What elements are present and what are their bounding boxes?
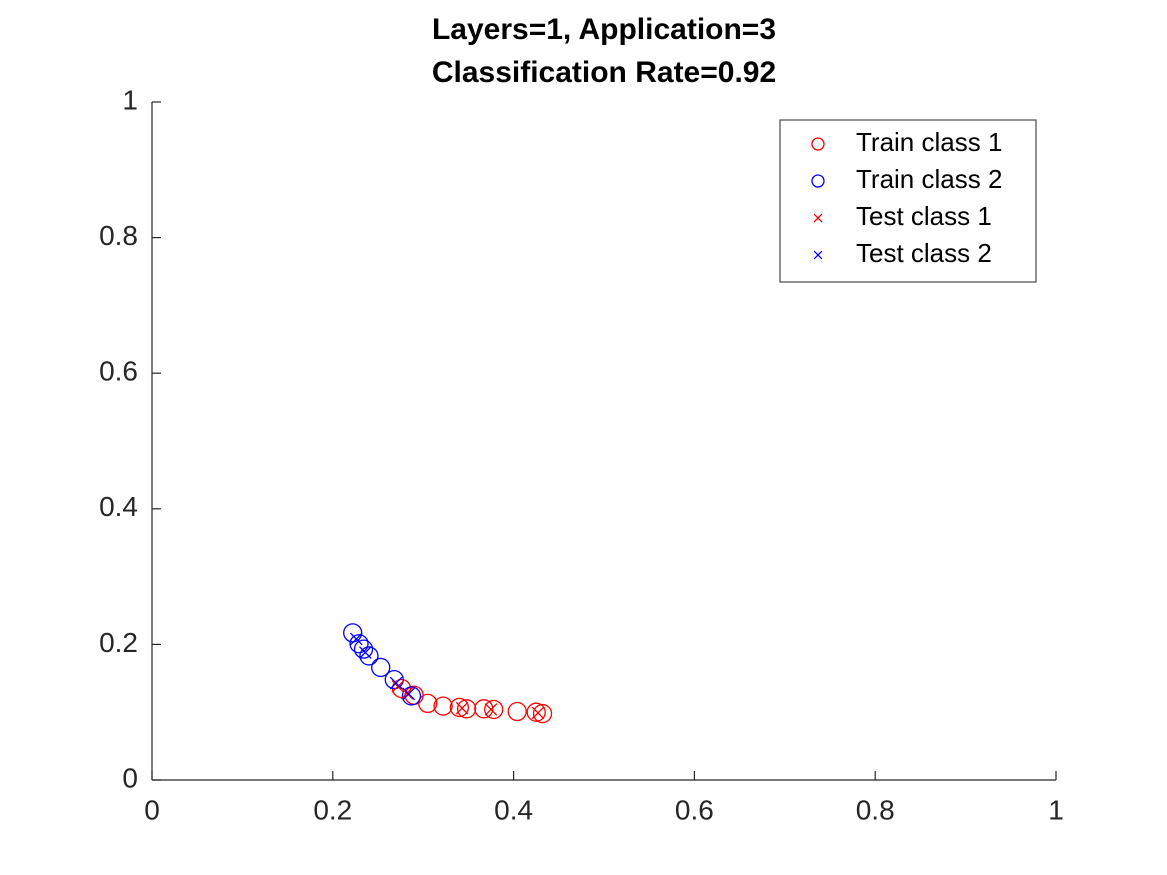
- point: [401, 686, 422, 706]
- y-tick-label: 0: [122, 762, 138, 793]
- y-tick-label: 0.2: [99, 627, 138, 658]
- x-tick-label: 0.2: [313, 794, 352, 825]
- point: [400, 686, 414, 700]
- point: [384, 670, 404, 690]
- point: [484, 699, 504, 720]
- chart-title: Layers=1, Application=3: [432, 13, 776, 46]
- legend-marker: [813, 250, 823, 260]
- x-tick-label: 0.4: [494, 794, 533, 825]
- point: [532, 703, 553, 724]
- legend-marker: [811, 174, 825, 188]
- point: [418, 693, 438, 714]
- x-tick-label: 1: [1048, 794, 1064, 825]
- point: [474, 699, 494, 719]
- legend-label: Train class 2: [856, 164, 1002, 194]
- point: [433, 696, 453, 716]
- point: [402, 687, 416, 701]
- point: [343, 623, 363, 643]
- point: [359, 646, 379, 666]
- x-tick-label: 0.6: [675, 794, 714, 825]
- y-tick-label: 1: [122, 84, 138, 115]
- point: [353, 639, 374, 659]
- point: [391, 680, 405, 693]
- point: [449, 697, 470, 718]
- legend-label: Test class 1: [856, 201, 992, 231]
- x-tick-label: 0: [144, 794, 160, 825]
- point: [371, 657, 391, 678]
- chart-title: Classification Rate=0.92: [432, 56, 776, 89]
- legend-marker: [813, 213, 823, 223]
- point: [349, 632, 363, 646]
- y-tick-label: 0.6: [99, 356, 138, 387]
- point: [455, 701, 469, 715]
- point: [507, 701, 527, 722]
- point: [349, 634, 369, 654]
- legend-label: Test class 2: [856, 238, 992, 268]
- x-tick-label: 0.8: [856, 794, 895, 825]
- point: [389, 676, 403, 690]
- point: [456, 699, 477, 719]
- point: [359, 646, 372, 659]
- legend-label: Train class 1: [856, 127, 1002, 157]
- point: [526, 702, 546, 722]
- point: [484, 703, 498, 716]
- y-tick-label: 0.8: [99, 220, 138, 251]
- legend-marker: [811, 137, 825, 151]
- y-tick-label: 0.4: [99, 491, 138, 522]
- point: [531, 706, 545, 720]
